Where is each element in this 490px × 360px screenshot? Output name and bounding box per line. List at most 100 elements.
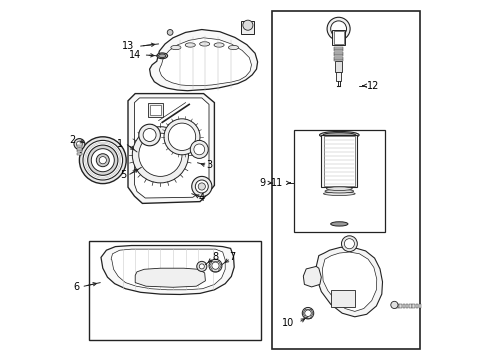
Bar bbox=[334, 54, 343, 56]
Circle shape bbox=[197, 261, 207, 271]
Text: 11: 11 bbox=[270, 178, 283, 188]
Bar bbox=[409, 304, 412, 308]
Ellipse shape bbox=[171, 45, 181, 50]
Ellipse shape bbox=[159, 54, 166, 58]
Bar bbox=[77, 153, 81, 155]
Circle shape bbox=[76, 141, 82, 147]
Ellipse shape bbox=[323, 192, 355, 195]
Polygon shape bbox=[316, 247, 383, 317]
Bar bbox=[334, 59, 343, 61]
Circle shape bbox=[79, 137, 126, 184]
Bar bbox=[77, 150, 81, 152]
Polygon shape bbox=[322, 252, 377, 311]
Bar bbox=[149, 105, 161, 115]
Bar bbox=[334, 52, 343, 54]
Ellipse shape bbox=[157, 53, 168, 59]
Polygon shape bbox=[331, 290, 355, 307]
Circle shape bbox=[143, 129, 156, 141]
Circle shape bbox=[212, 262, 219, 269]
Bar bbox=[337, 72, 341, 81]
Ellipse shape bbox=[323, 132, 356, 137]
Circle shape bbox=[331, 21, 346, 37]
Circle shape bbox=[132, 127, 189, 183]
Text: 9: 9 bbox=[260, 178, 266, 188]
Ellipse shape bbox=[228, 45, 239, 50]
Text: 7: 7 bbox=[229, 252, 235, 262]
Polygon shape bbox=[128, 94, 215, 203]
Circle shape bbox=[139, 124, 160, 146]
Bar bbox=[334, 47, 343, 49]
Polygon shape bbox=[303, 266, 321, 287]
Bar bbox=[406, 304, 409, 308]
Circle shape bbox=[139, 133, 182, 176]
Bar bbox=[334, 49, 343, 51]
Bar bbox=[399, 304, 402, 308]
Bar bbox=[334, 31, 343, 44]
Bar bbox=[321, 135, 357, 187]
Text: 2: 2 bbox=[70, 135, 76, 145]
Text: 12: 12 bbox=[368, 81, 380, 91]
Bar bbox=[413, 304, 415, 308]
Ellipse shape bbox=[185, 43, 196, 47]
Circle shape bbox=[194, 144, 205, 155]
Bar bbox=[148, 103, 163, 117]
Circle shape bbox=[167, 30, 173, 35]
Bar bbox=[272, 11, 419, 349]
Bar bbox=[334, 57, 343, 59]
Polygon shape bbox=[135, 268, 205, 287]
Bar bbox=[416, 304, 418, 308]
Polygon shape bbox=[134, 98, 209, 198]
Circle shape bbox=[391, 301, 398, 309]
Ellipse shape bbox=[326, 187, 352, 190]
Polygon shape bbox=[149, 30, 258, 91]
Circle shape bbox=[342, 236, 357, 252]
Text: 8: 8 bbox=[212, 252, 218, 262]
Polygon shape bbox=[111, 249, 225, 290]
Circle shape bbox=[302, 307, 314, 319]
Circle shape bbox=[196, 180, 208, 193]
Circle shape bbox=[83, 140, 122, 180]
Bar bbox=[419, 304, 421, 308]
Bar bbox=[294, 130, 386, 232]
Text: 3: 3 bbox=[206, 160, 213, 170]
Ellipse shape bbox=[319, 131, 359, 139]
Circle shape bbox=[209, 259, 222, 272]
Bar bbox=[396, 304, 399, 308]
Text: 14: 14 bbox=[129, 50, 142, 60]
Bar bbox=[335, 61, 342, 72]
Circle shape bbox=[91, 149, 114, 172]
Circle shape bbox=[164, 119, 200, 155]
Circle shape bbox=[198, 183, 205, 190]
Circle shape bbox=[305, 310, 311, 316]
Circle shape bbox=[243, 20, 253, 30]
Ellipse shape bbox=[325, 189, 354, 193]
Text: 13: 13 bbox=[122, 41, 134, 51]
Circle shape bbox=[192, 176, 212, 197]
Ellipse shape bbox=[199, 42, 210, 46]
Text: 10: 10 bbox=[282, 318, 294, 328]
Circle shape bbox=[344, 239, 354, 249]
Circle shape bbox=[97, 154, 109, 167]
Polygon shape bbox=[101, 246, 234, 294]
Text: 4: 4 bbox=[199, 193, 205, 203]
Circle shape bbox=[190, 140, 208, 158]
Circle shape bbox=[199, 264, 204, 269]
Circle shape bbox=[88, 145, 118, 175]
Circle shape bbox=[74, 139, 85, 149]
Text: 6: 6 bbox=[74, 282, 79, 292]
Polygon shape bbox=[159, 38, 251, 86]
Ellipse shape bbox=[214, 43, 224, 47]
Circle shape bbox=[169, 123, 196, 150]
Circle shape bbox=[327, 17, 350, 40]
Bar bbox=[77, 148, 81, 150]
Bar bbox=[77, 145, 81, 147]
Circle shape bbox=[99, 157, 106, 164]
Text: 5: 5 bbox=[120, 170, 126, 180]
Text: 1: 1 bbox=[117, 139, 123, 149]
Bar bbox=[324, 136, 355, 186]
Bar bbox=[403, 304, 405, 308]
Ellipse shape bbox=[331, 222, 348, 226]
Bar bbox=[242, 21, 254, 34]
Bar bbox=[90, 241, 261, 340]
Bar bbox=[332, 30, 345, 45]
